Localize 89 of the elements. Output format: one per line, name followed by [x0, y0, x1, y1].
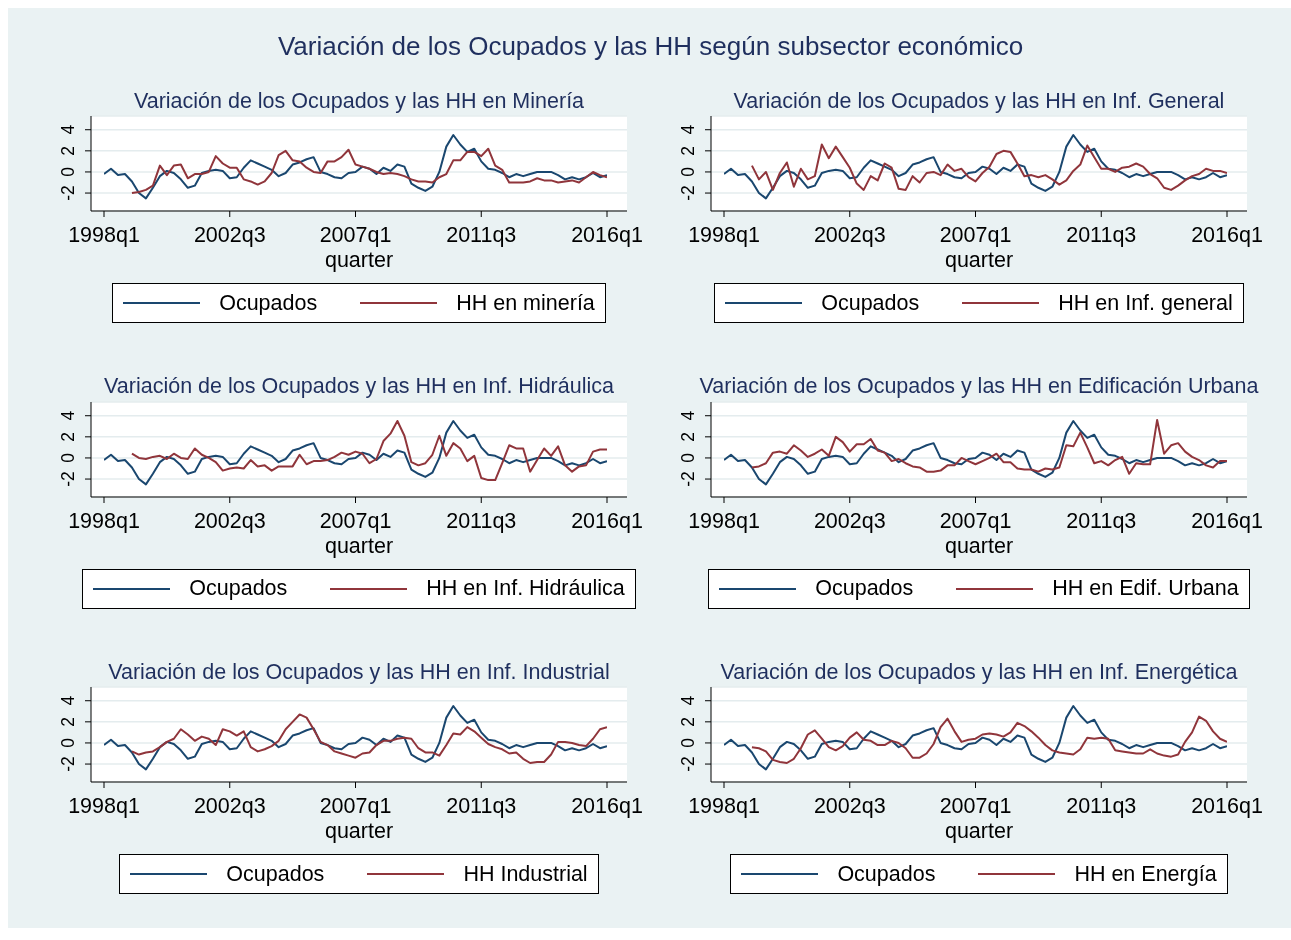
- line-series: [104, 705, 607, 771]
- y-tick-label: 0: [58, 737, 78, 748]
- legend-label: Ocupados: [821, 290, 920, 315]
- x-tick-label: 2011q3: [1066, 508, 1137, 533]
- x-tick-label: 2011q3: [446, 508, 517, 533]
- x-tick-label: 2007q1: [319, 508, 392, 533]
- x-tick-label: 2011q3: [446, 794, 517, 818]
- x-tick-label: 1998q1: [68, 508, 140, 533]
- legend-label: Ocupados: [815, 576, 914, 600]
- y-tick-label: -2: [58, 185, 78, 201]
- legend-label: Ocupados: [189, 576, 288, 600]
- x-tick-label: 2016q1: [1191, 223, 1263, 247]
- y-tick-label: 0: [678, 737, 698, 748]
- chart-title: Variación de los Ocupados y las HH en Minería: [133, 88, 585, 114]
- legend-label: HH en Inf. Hidráulica: [426, 576, 625, 600]
- y-tick-label: -2: [678, 470, 698, 487]
- x-tick-label: 2002q3: [813, 794, 886, 818]
- line-series: [750, 715, 1227, 764]
- legend-label: HH en minería: [456, 290, 595, 315]
- x-tick-label: 2002q3: [193, 223, 266, 247]
- y-tick-label: 0: [678, 452, 698, 463]
- x-tick-label: 1998q1: [688, 223, 760, 247]
- x-tick-label: 2007q1: [319, 794, 392, 818]
- y-tick-label: 2: [678, 431, 698, 442]
- line-series: [130, 147, 607, 195]
- y-tick-label: 2: [58, 145, 78, 156]
- y-tick-label: 4: [58, 695, 78, 706]
- y-tick-label: 4: [58, 410, 78, 421]
- x-tick-label: 2016q1: [571, 508, 643, 533]
- x-tick-label: 2007q1: [939, 508, 1012, 533]
- x-tick-label: 2007q1: [939, 794, 1012, 818]
- legend-label: HH en Edif. Urbana: [1052, 576, 1239, 600]
- x-axis-title: quarter: [324, 819, 394, 843]
- x-tick-label: 2002q3: [193, 508, 266, 533]
- x-tick-label: 2011q3: [1066, 794, 1137, 818]
- chart-title: Variación de los Ocupados y las HH en Inf. Hidráulica: [104, 374, 614, 399]
- line-series: [750, 418, 1227, 475]
- y-tick-label: -2: [58, 470, 78, 487]
- y-tick-label: 4: [678, 124, 698, 135]
- text: Variación de los Ocupados y las HH según subsector económico: [277, 31, 1024, 61]
- y-tick-label: -2: [58, 756, 78, 772]
- legend-label: HH Industrial: [463, 861, 588, 886]
- x-tick-label: 2007q1: [319, 223, 392, 247]
- y-tick-label: 4: [678, 410, 698, 421]
- chart-title: Variación de los Ocupados y las HH en Edificación Urbana: [699, 374, 1259, 399]
- y-tick-label: 2: [58, 431, 78, 442]
- x-tick-label: 1998q1: [688, 794, 760, 818]
- legend-label: Ocupados: [837, 861, 936, 886]
- x-tick-label: 2016q1: [1191, 794, 1263, 818]
- x-tick-label: 1998q1: [68, 794, 140, 818]
- line-series: [724, 705, 1227, 771]
- y-tick-label: -2: [678, 185, 698, 201]
- x-tick-label: 1998q1: [68, 223, 140, 247]
- x-tick-label: 2002q3: [193, 794, 266, 818]
- x-tick-label: 2016q1: [1191, 508, 1263, 533]
- x-axis-title: quarter: [324, 533, 394, 558]
- y-tick-label: -2: [678, 756, 698, 772]
- x-tick-label: 2002q3: [813, 508, 886, 533]
- x-tick-label: 1998q1: [688, 508, 760, 533]
- y-tick-label: 2: [58, 716, 78, 727]
- chart-title: Variación de los Ocupados y las HH en Inf. Energética: [720, 659, 1238, 685]
- line-series: [104, 134, 607, 200]
- line-series: [724, 134, 1227, 200]
- x-tick-label: 2002q3: [813, 223, 886, 247]
- legend-label: HH en Energía: [1074, 861, 1217, 886]
- x-axis-title: quarter: [944, 248, 1014, 272]
- line-series: [130, 713, 607, 764]
- x-axis-title: quarter: [944, 819, 1014, 843]
- y-tick-label: 0: [58, 166, 78, 177]
- x-tick-label: 2016q1: [571, 223, 643, 247]
- x-tick-label: 2011q3: [446, 223, 517, 247]
- line-series: [724, 419, 1227, 485]
- x-tick-label: 2011q3: [1066, 223, 1137, 247]
- y-tick-label: 0: [58, 452, 78, 463]
- line-series: [750, 143, 1227, 191]
- x-axis-title: quarter: [324, 248, 394, 272]
- chart-title: Variación de los Ocupados y las HH en Inf. General: [733, 88, 1225, 114]
- y-tick-label: 4: [678, 695, 698, 706]
- x-tick-label: 2016q1: [571, 794, 643, 818]
- y-tick-label: 4: [58, 124, 78, 135]
- y-tick-label: 0: [678, 166, 698, 177]
- x-tick-label: 2007q1: [939, 223, 1012, 247]
- legend-label: Ocupados: [219, 290, 318, 315]
- legend-label: HH en Inf. general: [1058, 290, 1233, 315]
- x-axis-title: quarter: [944, 533, 1014, 558]
- legend-label: Ocupados: [226, 861, 325, 886]
- y-tick-label: 2: [678, 716, 698, 727]
- chart-title: Variación de los Ocupados y las HH en Inf. Industrial: [108, 659, 610, 685]
- y-tick-label: 2: [678, 145, 698, 156]
